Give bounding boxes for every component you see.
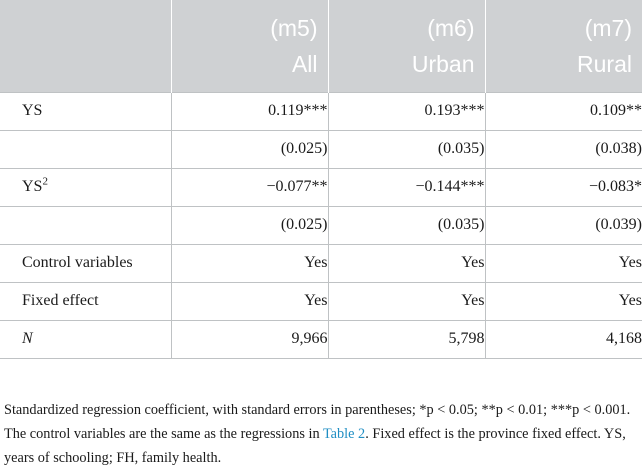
cell-value: Yes [327, 281, 485, 320]
cell-value: 4,168 [484, 319, 642, 359]
footnote-text: Standardized regression coefficient, wit… [4, 402, 631, 442]
table-row-ys-se: (0.025) (0.035) (0.038) [0, 129, 642, 168]
table-row-ys-squared-se: (0.025) (0.035) (0.039) [0, 205, 642, 244]
cell-value: Yes [327, 243, 485, 282]
cell-value: (0.035) [327, 129, 485, 168]
header-model: (m6) [427, 14, 475, 41]
table-2-link[interactable]: Table 2 [322, 426, 366, 442]
cell-value: −0.144*** [327, 167, 485, 206]
row-label: Control variables [0, 243, 171, 282]
header-col-m5: (m5) All [170, 0, 328, 92]
cell-value: 5,798 [327, 319, 485, 359]
cell-value: 9,966 [170, 319, 328, 359]
cell-value: 0.109** [484, 91, 642, 130]
cell-value: 0.119*** [170, 91, 328, 130]
cell-value: −0.083* [484, 167, 642, 206]
header-sample: Urban [411, 50, 475, 77]
row-label: YS2 [0, 167, 171, 206]
regression-table: (m5) All (m6) Urban (m7) Rural YS 0.119*… [0, 0, 642, 359]
header-col-m7: (m7) Rural [484, 0, 642, 92]
row-label-superscript: 2 [42, 175, 48, 188]
header-empty-cell [0, 0, 171, 92]
cell-value: Yes [484, 281, 642, 320]
table-header-row: (m5) All (m6) Urban (m7) Rural [0, 0, 642, 92]
row-label [0, 129, 171, 168]
header-model: (m7) [584, 14, 632, 41]
table-row-n: N 9,966 5,798 4,168 [0, 319, 642, 359]
row-label: Fixed effect [0, 281, 171, 320]
header-sample: Rural [577, 50, 632, 77]
cell-value: (0.025) [170, 129, 328, 168]
table-row-fixed-effect: Fixed effect Yes Yes Yes [0, 281, 642, 320]
table-row-control-variables: Control variables Yes Yes Yes [0, 243, 642, 282]
footnote-text-end: . Fixed effect is the province fixed eff… [4, 426, 626, 466]
cell-value: (0.038) [484, 129, 642, 168]
row-label: YS [0, 91, 171, 130]
cell-value: 0.193*** [327, 91, 485, 130]
cell-value: Yes [170, 281, 328, 320]
row-label [0, 205, 171, 244]
header-col-m6: (m6) Urban [327, 0, 485, 92]
cell-value: Yes [170, 243, 328, 282]
header-sample: All [291, 50, 318, 77]
cell-value: (0.035) [327, 205, 485, 244]
header-model: (m5) [270, 14, 318, 41]
table-row-ys-squared: YS2 −0.077** −0.144*** −0.083* [0, 167, 642, 206]
cell-value: Yes [484, 243, 642, 282]
row-label: N [0, 319, 171, 359]
cell-value: (0.039) [484, 205, 642, 244]
table-row-ys: YS 0.119*** 0.193*** 0.109** [0, 91, 642, 130]
cell-value: −0.077** [170, 167, 328, 206]
table-footnote: Standardized regression coefficient, wit… [4, 398, 638, 470]
cell-value: (0.025) [170, 205, 328, 244]
